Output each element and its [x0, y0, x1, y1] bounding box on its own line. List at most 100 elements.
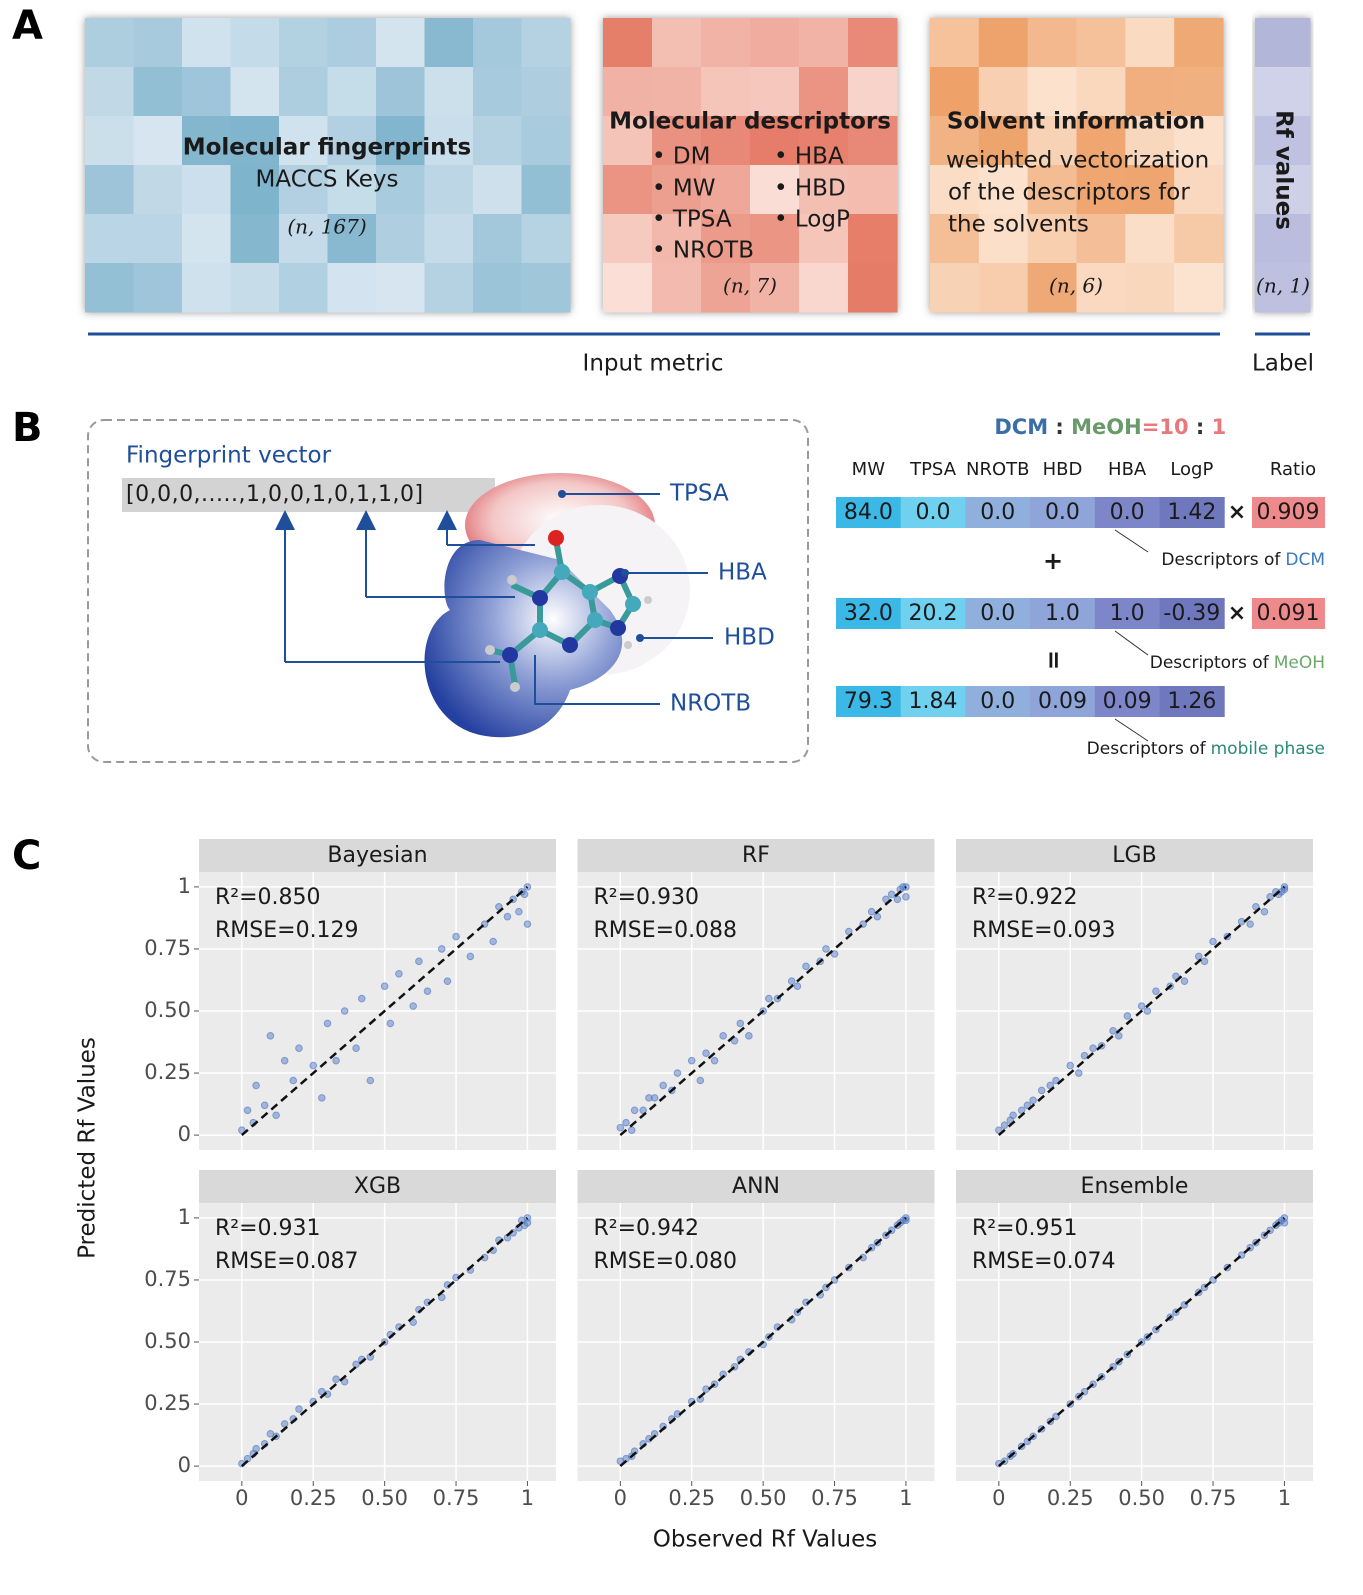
facet-title: XGB: [354, 1174, 401, 1199]
table-cell: [1159, 686, 1225, 717]
strip: [199, 1170, 556, 1203]
strip: [956, 1170, 1313, 1203]
table-cell: [900, 497, 966, 528]
point: [902, 893, 910, 901]
point: [280, 1056, 289, 1065]
caption-text: Descriptors of: [1087, 739, 1207, 759]
heat-cell: [230, 214, 280, 264]
point: [659, 1081, 667, 1090]
arrow: [447, 520, 535, 546]
point: [887, 890, 896, 899]
point: [802, 962, 810, 971]
cell-value: 0.09: [1103, 689, 1152, 714]
x-tick-label: 0.75: [433, 1486, 480, 1510]
heat-cell: [133, 214, 183, 264]
heat-cell: [978, 67, 1029, 117]
heat-cell: [652, 263, 702, 313]
heat-cell: [930, 214, 980, 264]
table-cell: [1094, 497, 1160, 528]
atom: [610, 620, 626, 636]
facet: ANN 0 0.25 0.50 0.75 1 R²=0.942 RMSE=0.080: [577, 1170, 935, 1510]
facet-title: RF: [742, 843, 770, 868]
vector-title: Fingerprint vector: [126, 443, 332, 469]
shape-label: (n, 7): [723, 274, 777, 298]
point: [489, 937, 497, 946]
point: [243, 1106, 252, 1115]
heat-cell: [1174, 116, 1224, 166]
y-tick-label: 1: [178, 874, 191, 898]
x-axis-title: Observed Rf Values: [653, 1527, 878, 1553]
ratio-cell: [1252, 598, 1325, 629]
facet: LGB R²=0.922 RMSE=0.093: [956, 839, 1313, 1150]
heat-cell: [182, 18, 231, 68]
point: [1046, 1081, 1055, 1090]
identity-line: [619, 885, 907, 1137]
panel-letter: A: [12, 3, 43, 49]
point: [380, 982, 389, 990]
x-tick-label: 1: [521, 1486, 534, 1510]
heat-cell: [230, 165, 280, 215]
heat-cell: [1076, 67, 1126, 117]
heat-cell: [230, 116, 280, 166]
ratio-value: 0.091: [1257, 601, 1320, 626]
table-cell: [1094, 686, 1160, 717]
heatmap: [603, 18, 898, 313]
operator: +: [1043, 547, 1063, 575]
heat-cell: [230, 263, 280, 313]
heat-cell: [133, 116, 183, 166]
table-cell: [836, 686, 902, 717]
table-cell: [1030, 686, 1096, 717]
row-caption: Descriptors of MeOH: [1150, 653, 1325, 673]
heat-cell: [1076, 214, 1126, 264]
table-cell: [1159, 497, 1225, 528]
vector-box: [122, 478, 495, 512]
cell-value: 84.0: [844, 500, 893, 525]
shape-label: (n, 6): [1049, 274, 1103, 298]
point: [830, 950, 839, 958]
heat-cell: [327, 67, 377, 117]
point: [503, 912, 512, 921]
heat-cell: [473, 116, 522, 166]
point: [873, 912, 882, 921]
column-header: HBA: [1108, 459, 1147, 480]
heatmap: [1255, 18, 1311, 313]
heat-cell: [133, 67, 183, 117]
panel-letter: B: [12, 405, 43, 451]
heat-cell: [1125, 116, 1175, 166]
caption: Input metric: [583, 351, 724, 377]
point: [687, 1056, 696, 1065]
heat-cell: [1174, 263, 1224, 313]
heat-cell: [848, 165, 898, 215]
cell-value: 1.84: [909, 689, 958, 714]
molecule: [424, 473, 690, 738]
panel-a: A Molecular fingerprints MACCS Keys (n, …: [12, 3, 1314, 377]
heat-cell: [1174, 165, 1224, 215]
callout-dot: [636, 634, 644, 642]
heat-cell: [750, 116, 800, 166]
heat-cell: [85, 263, 134, 313]
point: [409, 1002, 418, 1010]
heat-cell: [85, 18, 134, 68]
facet-title: ANN: [732, 1174, 780, 1199]
point: [1075, 1069, 1083, 1077]
heat-cell: [799, 67, 849, 117]
point: [386, 1019, 395, 1028]
ratio-part: :: [1189, 415, 1212, 439]
atom: [510, 682, 520, 692]
cell-value: 0.0: [980, 601, 1015, 626]
x-tick-label: 0: [235, 1486, 248, 1510]
point: [289, 1076, 298, 1085]
point: [466, 952, 475, 961]
heat-cell: [376, 214, 425, 264]
x-tick-label: 0.50: [1118, 1486, 1165, 1510]
table-cell: [900, 686, 966, 717]
point: [899, 883, 907, 891]
panel-b: B Fingerprint vector [0,0,0,.....,1,0,0,…: [12, 405, 1325, 763]
y-tick-label: 0.25: [144, 1060, 191, 1084]
connectors: [285, 493, 713, 705]
point: [736, 1019, 745, 1028]
bullet: • HBA: [774, 144, 844, 170]
table-cell: [965, 598, 1031, 629]
block-title: Molecular fingerprints: [183, 135, 472, 161]
heat-cell: [930, 18, 980, 68]
